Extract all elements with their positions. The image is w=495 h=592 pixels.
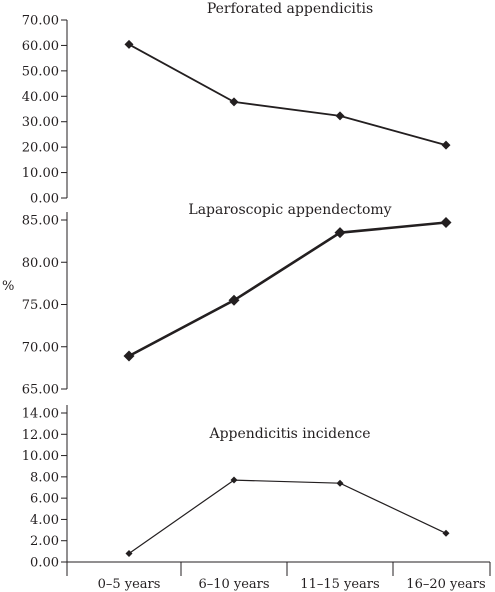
y-tick-label: 0.00 — [30, 192, 59, 207]
y-tick-label: 14.00 — [22, 407, 59, 422]
data-point-marker — [336, 479, 344, 487]
y-tick-label: 80.00 — [22, 256, 59, 271]
y-tick-label: 50.00 — [22, 64, 59, 79]
y-tick-label: 85.00 — [22, 214, 59, 229]
chart-panel-1: 0.00 10.00 20.00 30.00 40.00 50.00 60.00 70.00 P… — [22, 1, 451, 207]
x-tick-label: 6–10 years — [198, 577, 269, 592]
y-tick-label: 65.00 — [22, 383, 59, 398]
y-tick-label: 20.00 — [22, 141, 59, 156]
data-point-marker — [124, 39, 134, 49]
data-point-marker — [441, 140, 451, 150]
data-point-marker — [230, 476, 238, 484]
data-point-marker — [440, 217, 452, 229]
data-point-marker — [123, 350, 135, 362]
series-line — [128, 479, 447, 554]
y-tick-label: 60.00 — [22, 39, 59, 54]
y-tick-label: 12.00 — [22, 428, 59, 443]
y-tick-label: 2.00 — [30, 534, 59, 549]
data-point-marker — [442, 529, 450, 537]
data-point-marker — [228, 294, 240, 306]
y-axis-label: % — [2, 279, 14, 294]
data-point-marker — [125, 549, 133, 557]
y-tick-label: 0.00 — [30, 556, 59, 571]
data-point-marker — [335, 111, 345, 121]
y-tick-label: 8.00 — [30, 470, 59, 485]
series-line — [128, 43, 447, 146]
panel-title: Appendicitis incidence — [208, 426, 370, 442]
y-tick-label: 75.00 — [22, 298, 59, 313]
data-point-marker — [334, 227, 346, 239]
y-tick-label: 6.00 — [30, 492, 59, 507]
y-tick-label: 30.00 — [22, 115, 59, 130]
x-tick-label: 0–5 years — [98, 577, 161, 592]
y-tick-label: 4.00 — [30, 513, 59, 528]
y-tick-label: 10.00 — [22, 166, 59, 181]
y-tick-label: 10.00 — [22, 449, 59, 464]
chart-panel-2: 65.00 70.00 75.00 80.00 85.00 Laparoscopic ap… — [2, 202, 452, 398]
x-tick-label: 16–20 years — [406, 577, 485, 592]
y-tick-label: 70.00 — [22, 14, 59, 29]
chart-panel-3: 0.00 2.00 4.00 6.00 8.00 10.00 12.00 14.00 Appen… — [22, 405, 450, 571]
panel-title: Laparoscopic appendectomy — [188, 202, 391, 218]
series-line — [128, 221, 447, 358]
panel-title: Perforated appendicitis — [207, 1, 373, 17]
x-tick-label: 11–15 years — [300, 577, 379, 592]
x-axis: 0–5 years 6–10 years 11–15 years 16–20 year… — [66, 561, 491, 592]
y-tick-label: 40.00 — [22, 90, 59, 105]
data-point-marker — [229, 97, 239, 107]
y-tick-label: 70.00 — [22, 340, 59, 355]
